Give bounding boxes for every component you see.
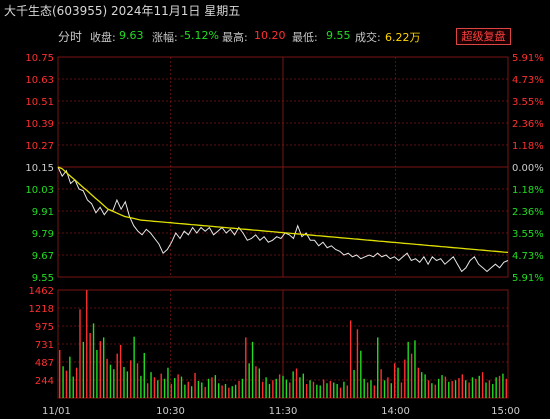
average-series-line: [57, 166, 509, 254]
x-tick-label: 14:00: [381, 406, 410, 417]
tab-intraday[interactable]: 分时: [58, 30, 83, 44]
high-label: 最高:: [222, 31, 248, 44]
y-left-tick-label: 10.15: [25, 163, 54, 174]
volume-tick-label: 487: [35, 358, 54, 369]
price-series-line: [57, 166, 509, 273]
close-value: 9.63: [119, 29, 144, 42]
y-right-tick-label: 0.00%: [512, 163, 544, 174]
y-right-tick-label: 1.18%: [512, 185, 544, 196]
low-label: 最低:: [292, 31, 318, 44]
y-left-tick-label: 9.91: [32, 207, 54, 218]
y-right-tick-label: 2.36%: [512, 207, 544, 218]
change-label: 涨幅:: [152, 31, 178, 44]
info-bar: 分时 收盘: 9.63 涨幅: -5.12% 最高: 10.20 最低: 9.5…: [0, 27, 550, 45]
y-left-tick-label: 9.55: [32, 273, 54, 284]
high-value: 10.20: [254, 29, 286, 42]
y-left-tick-label: 9.79: [32, 229, 54, 240]
volume-tick-label: 975: [35, 322, 54, 333]
super-review-button[interactable]: 超级复盘: [456, 28, 511, 45]
volume-label: 成交:: [355, 31, 381, 44]
y-left-tick-label: 10.63: [25, 75, 54, 86]
y-right-tick-label: 4.73%: [512, 251, 544, 262]
x-tick-label: 11/01: [42, 406, 71, 417]
volume-tick-label: 244: [35, 376, 54, 387]
y-left-tick-label: 10.03: [25, 185, 54, 196]
y-left-tick-label: 10.75: [25, 53, 54, 64]
x-tick-label: 10:30: [156, 406, 185, 417]
y-right-tick-label: 2.36%: [512, 119, 544, 130]
y-right-tick-label: 1.18%: [512, 141, 544, 152]
y-left-tick-label: 9.67: [32, 251, 54, 262]
y-right-tick-label: 5.91%: [512, 53, 544, 64]
volume-tick-label: 731: [35, 340, 54, 351]
close-label: 收盘:: [90, 31, 116, 44]
y-right-tick-label: 5.91%: [512, 273, 544, 284]
y-right-tick-label: 3.55%: [512, 97, 544, 108]
change-value: -5.12%: [180, 29, 219, 42]
x-tick-label: 11:30: [269, 406, 298, 417]
y-right-tick-label: 4.73%: [512, 75, 544, 86]
low-value: 9.55: [326, 29, 351, 42]
volume-tick-label: 1462: [29, 286, 54, 297]
x-tick-label: 15:00: [491, 406, 520, 417]
y-left-tick-label: 10.39: [25, 119, 54, 130]
y-right-tick-label: 3.55%: [512, 229, 544, 240]
y-left-tick-label: 10.51: [25, 97, 54, 108]
stock-title: 大千生态(603955) 2024年11月1日 星期五: [4, 4, 241, 18]
volume-value: 6.22万: [385, 31, 421, 44]
y-left-tick-label: 10.27: [25, 141, 54, 152]
volume-tick-label: 1218: [29, 304, 54, 315]
